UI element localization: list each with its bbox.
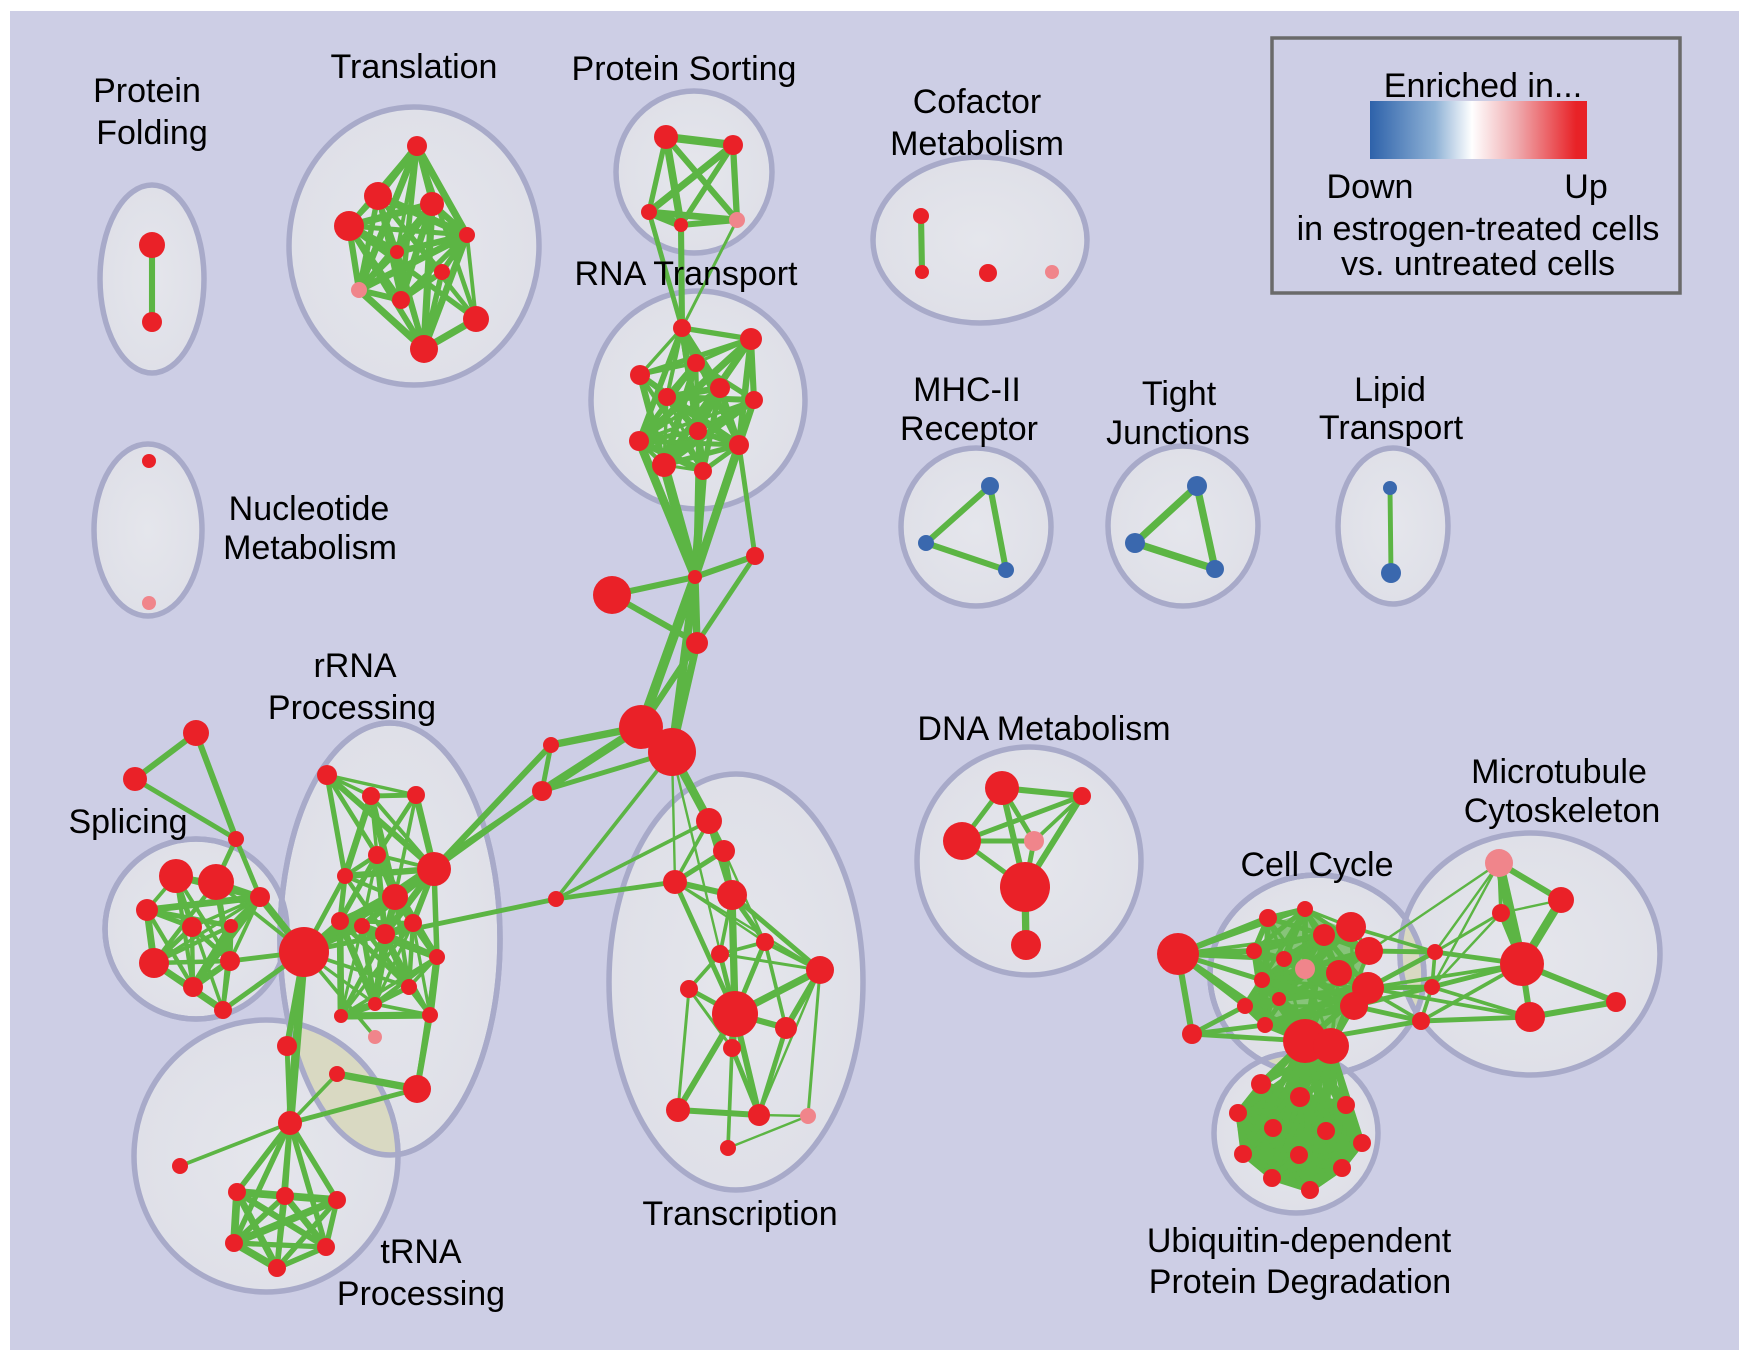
- svg-text:Down: Down: [1327, 168, 1414, 206]
- svg-text:vs. untreated cells: vs. untreated cells: [1341, 245, 1615, 283]
- svg-text:Metabolism: Metabolism: [223, 529, 397, 567]
- svg-text:RNA Transport: RNA Transport: [575, 255, 799, 293]
- svg-text:Processing: Processing: [268, 689, 436, 727]
- svg-text:Cytoskeleton: Cytoskeleton: [1464, 792, 1661, 830]
- svg-text:Cell Cycle: Cell Cycle: [1240, 846, 1393, 884]
- svg-text:Protein: Protein: [93, 72, 201, 110]
- svg-text:Tight: Tight: [1142, 375, 1217, 413]
- svg-text:Transport: Transport: [1319, 409, 1464, 447]
- svg-text:Lipid: Lipid: [1354, 371, 1426, 409]
- svg-text:Folding: Folding: [96, 114, 208, 152]
- svg-text:tRNA: tRNA: [380, 1233, 462, 1271]
- svg-text:rRNA: rRNA: [313, 647, 396, 685]
- svg-text:Enriched in...: Enriched in...: [1384, 67, 1582, 105]
- svg-text:Metabolism: Metabolism: [890, 125, 1064, 163]
- svg-text:MHC-II: MHC-II: [913, 371, 1021, 409]
- svg-text:Up: Up: [1564, 168, 1607, 206]
- svg-text:Receptor: Receptor: [900, 410, 1038, 448]
- svg-text:DNA Metabolism: DNA Metabolism: [917, 710, 1170, 748]
- svg-text:in estrogen-treated cells: in estrogen-treated cells: [1297, 210, 1660, 248]
- svg-text:Transcription: Transcription: [642, 1195, 837, 1233]
- svg-text:Translation: Translation: [331, 48, 498, 86]
- svg-text:Protein Degradation: Protein Degradation: [1149, 1263, 1451, 1301]
- svg-text:Junctions: Junctions: [1106, 414, 1250, 452]
- svg-text:Microtubule: Microtubule: [1471, 753, 1647, 791]
- svg-text:Protein Sorting: Protein Sorting: [572, 50, 797, 88]
- svg-text:Nucleotide: Nucleotide: [229, 490, 390, 528]
- svg-text:Splicing: Splicing: [68, 803, 187, 841]
- svg-text:Processing: Processing: [337, 1275, 505, 1313]
- svg-text:Cofactor: Cofactor: [913, 83, 1042, 121]
- svg-text:Ubiquitin-dependent: Ubiquitin-dependent: [1147, 1222, 1452, 1260]
